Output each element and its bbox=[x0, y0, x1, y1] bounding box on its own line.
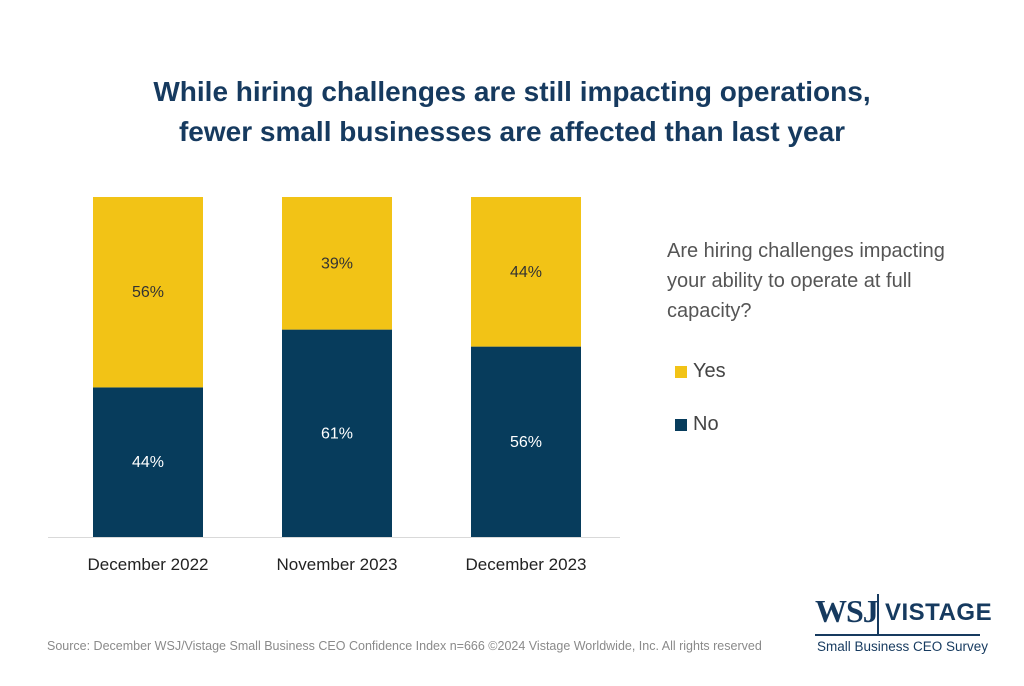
data-label-no-1: 61% bbox=[321, 425, 353, 442]
wsj-vistage-logo: WSJ VISTAGE Small Business CEO Survey bbox=[815, 593, 992, 660]
legend-question: Are hiring challenges impacting your abi… bbox=[667, 240, 945, 322]
bar-yes-2 bbox=[471, 197, 581, 347]
data-label-no-0: 44% bbox=[132, 454, 164, 471]
data-label-yes-0: 56% bbox=[132, 284, 164, 301]
category-label-1: November 2023 bbox=[277, 555, 398, 574]
category-label-0: December 2022 bbox=[88, 555, 209, 574]
logo-rule bbox=[815, 634, 980, 636]
data-label-yes-2: 44% bbox=[510, 264, 542, 281]
legend-item-yes: Yes bbox=[675, 360, 726, 383]
stacked-bar-chart: 44% 56% December 2022 61% 39% November 2023 56… bbox=[48, 197, 620, 574]
legend-label-no: No bbox=[693, 413, 719, 435]
chart-title-line-1: While hiring challenges are still impact… bbox=[153, 76, 871, 107]
bar-no-2 bbox=[471, 346, 581, 537]
logo-vistage: VISTAGE bbox=[885, 599, 993, 626]
chart-title-line-2: fewer small businesses are affected than… bbox=[178, 116, 846, 147]
legend-label-yes: Yes bbox=[693, 360, 726, 382]
logo-subtitle: Small Business CEO Survey bbox=[817, 639, 989, 654]
bar-yes-1 bbox=[282, 197, 392, 330]
bar-no-0 bbox=[93, 387, 203, 537]
logo-divider bbox=[877, 594, 879, 634]
bar-no-1 bbox=[282, 329, 392, 537]
legend-item-no: No bbox=[675, 413, 719, 436]
data-label-no-2: 56% bbox=[510, 434, 542, 451]
legend-swatch-no bbox=[675, 418, 687, 431]
logo-wsj: WSJ bbox=[815, 593, 879, 629]
chart-title: While hiring challenges are still impact… bbox=[0, 72, 1024, 152]
data-label-yes-1: 39% bbox=[321, 255, 353, 272]
category-label-2: December 2023 bbox=[466, 555, 587, 574]
source-note: Source: December WSJ/Vistage Small Busin… bbox=[47, 639, 762, 653]
bar-yes-0 bbox=[93, 197, 203, 388]
legend-swatch-yes bbox=[675, 365, 687, 378]
